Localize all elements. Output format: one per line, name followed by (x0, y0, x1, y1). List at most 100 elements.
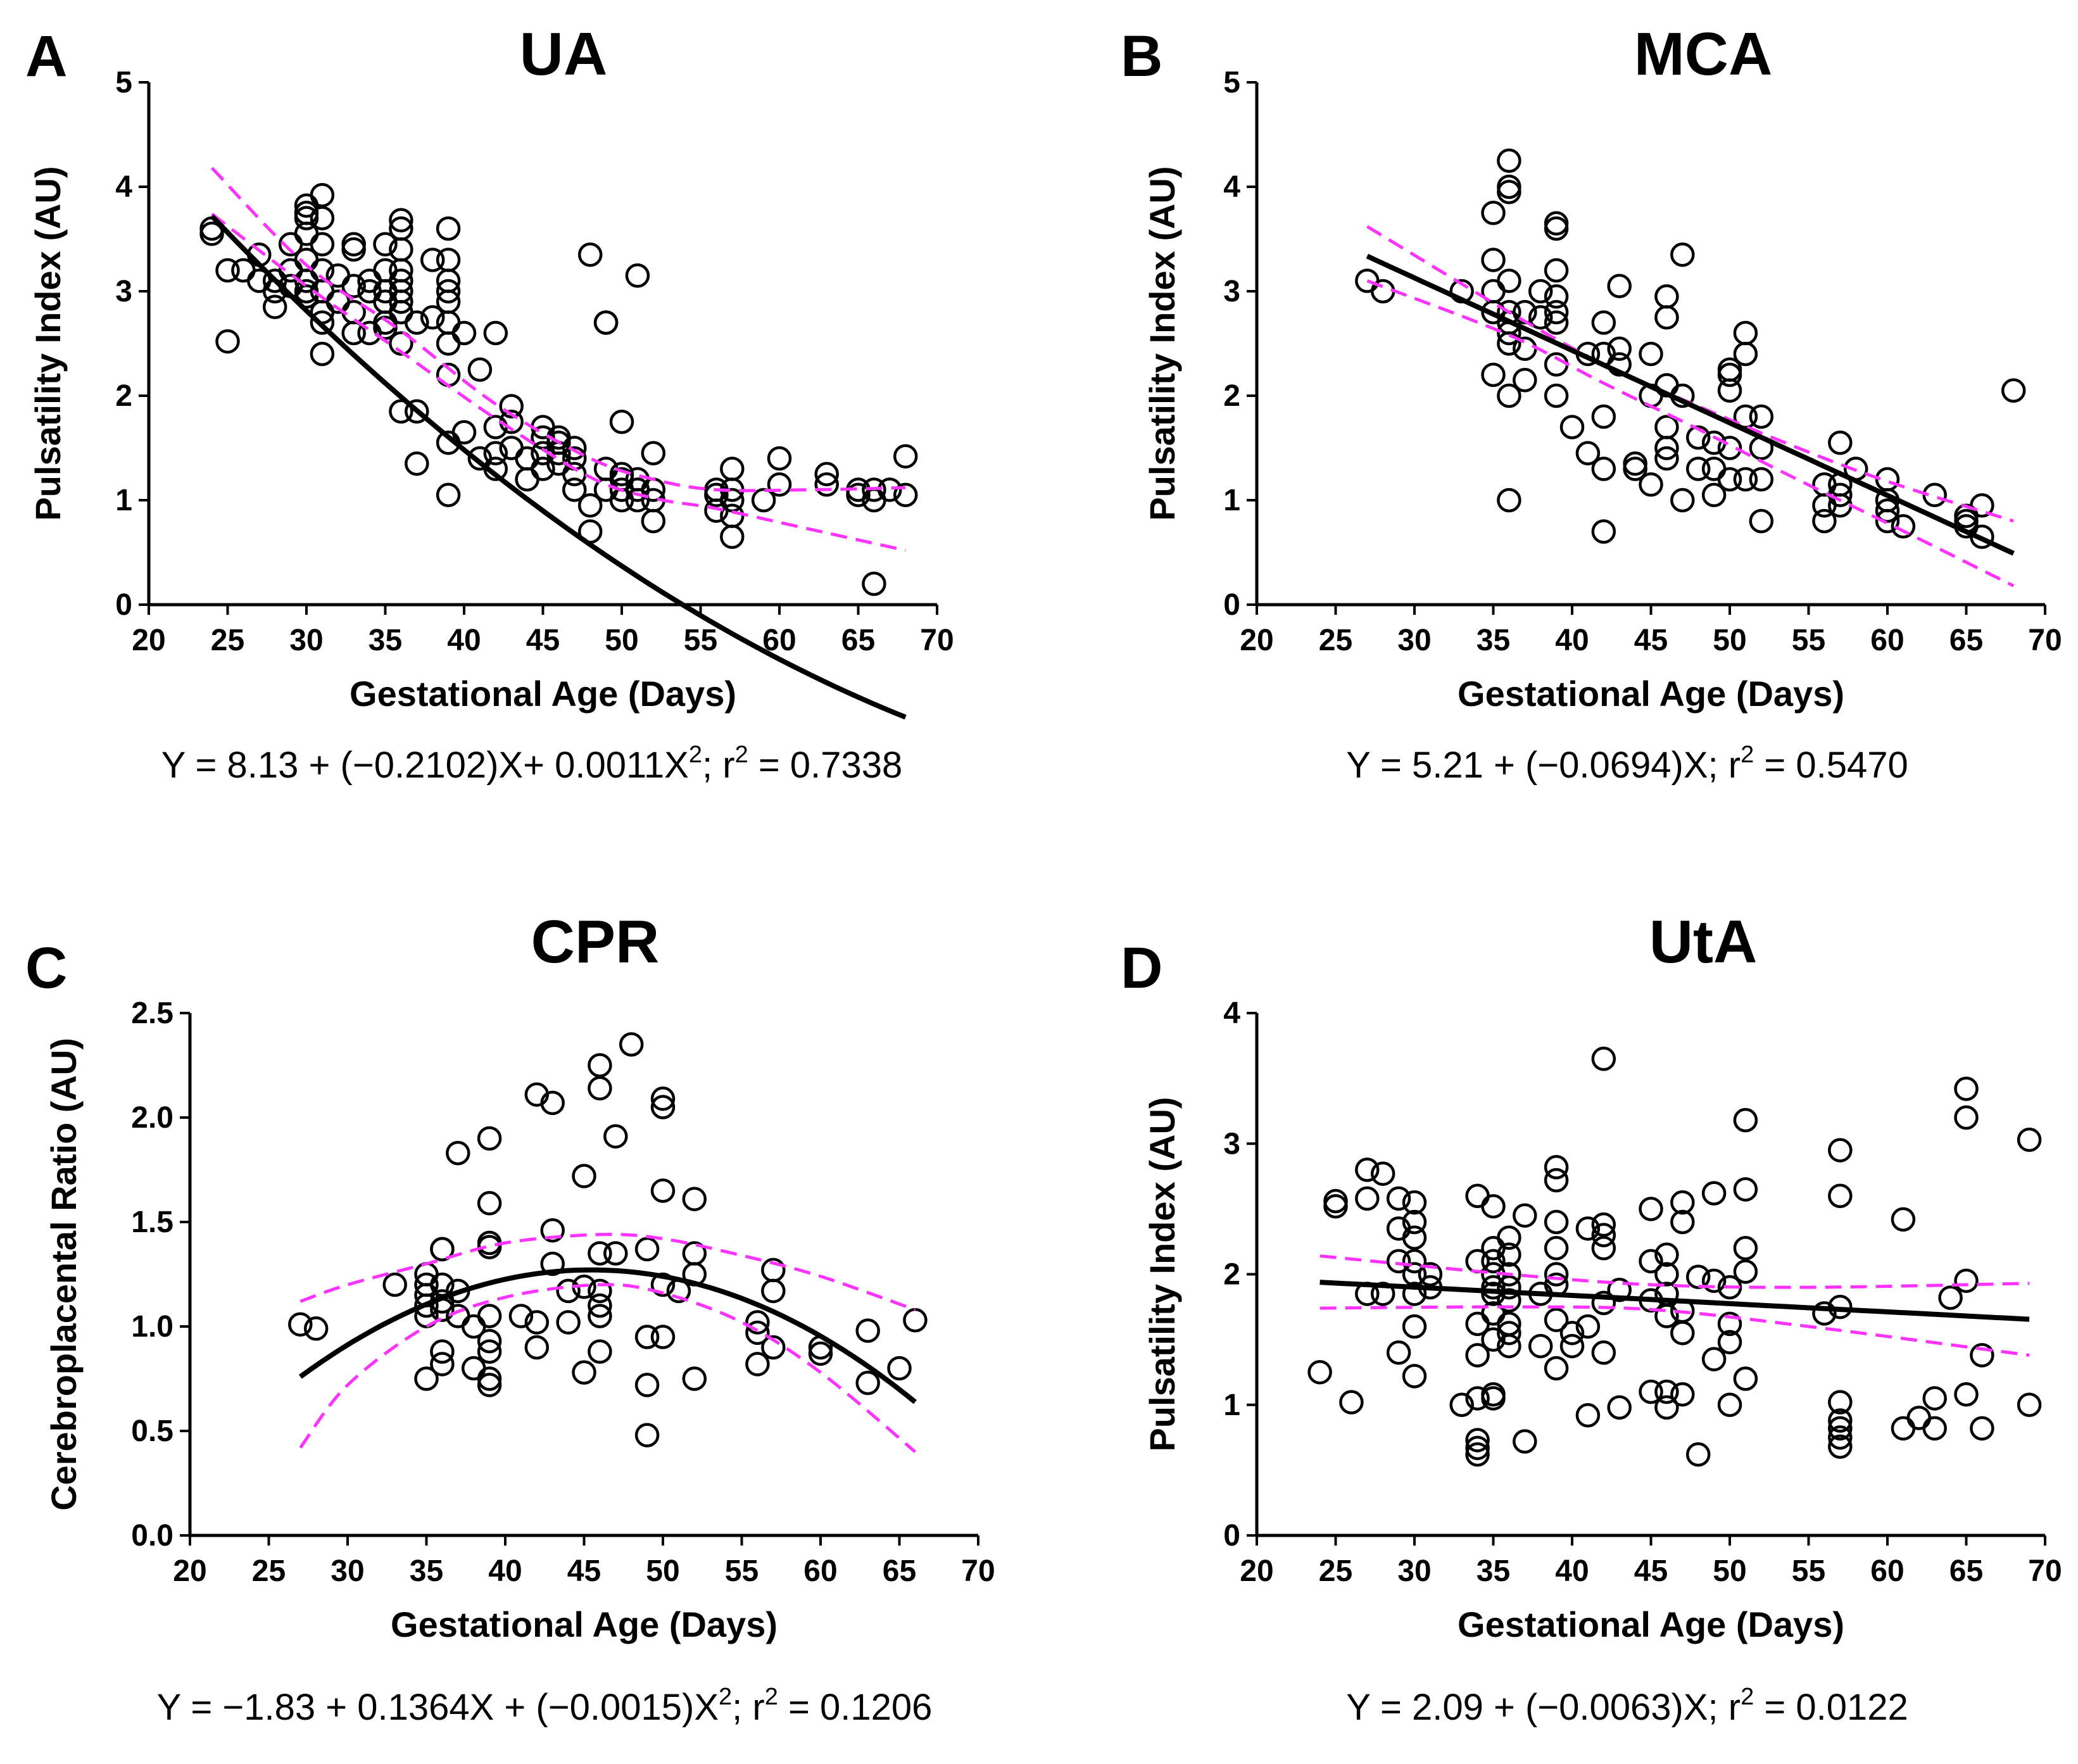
data-point (761, 1335, 786, 1360)
fit-equation: Y = 8.13 + (−0.2102)X+ 0.0011X2; r2 = 0.… (161, 741, 902, 786)
data-point (1449, 1392, 1474, 1417)
y-tick-label: 4 (1223, 170, 1240, 204)
data-point (1323, 1194, 1348, 1219)
data-point (593, 310, 619, 335)
x-tick-label: 20 (1240, 624, 1273, 657)
y-tick-label: 1 (115, 484, 132, 517)
data-point (262, 294, 287, 319)
data-point (477, 1191, 502, 1216)
data-point (893, 482, 918, 507)
data-point (1654, 305, 1679, 330)
data-point (389, 208, 413, 233)
data-point (751, 488, 776, 513)
data-point (1670, 1190, 1695, 1215)
data-point (634, 1237, 660, 1262)
data-point (1828, 1434, 1853, 1459)
x-tick-label: 35 (1477, 1554, 1510, 1588)
data-point (1654, 1262, 1679, 1287)
data-point (1607, 1278, 1632, 1302)
data-point (540, 1251, 565, 1276)
data-point (483, 441, 508, 465)
data-point (650, 1178, 676, 1203)
data-point (814, 472, 839, 497)
data-point (1465, 1428, 1490, 1452)
data-point (1544, 1356, 1569, 1381)
data-point (1607, 274, 1632, 298)
data-point (1591, 1236, 1616, 1261)
data-point (556, 1310, 581, 1335)
ci-upper-line (210, 167, 906, 493)
data-point (1355, 1157, 1380, 1182)
data-point (477, 1126, 502, 1151)
x-tick-label: 45 (567, 1554, 601, 1588)
data-point (1465, 1343, 1490, 1368)
data-point (572, 1164, 596, 1188)
data-point (1323, 1188, 1348, 1214)
y-tick-label: 3 (1223, 1127, 1240, 1161)
data-point (1402, 1190, 1427, 1215)
x-tick-label: 30 (1397, 1554, 1431, 1588)
data-point (1559, 1321, 1585, 1345)
data-point (682, 1241, 707, 1266)
x-tick-label: 65 (1949, 624, 1983, 657)
data-point (1685, 1442, 1711, 1467)
data-point (1891, 1207, 1916, 1232)
data-point (1497, 1275, 1521, 1300)
data-point (556, 1278, 581, 1304)
data-point (1386, 1249, 1411, 1274)
data-point (1954, 1105, 1979, 1130)
data-point (745, 1352, 770, 1377)
data-point (862, 571, 886, 596)
x-tick-label: 45 (1634, 624, 1668, 657)
data-point (1749, 404, 1774, 429)
data-point (389, 399, 413, 424)
x-tick-label: 55 (725, 1554, 759, 1588)
data-point (1544, 1209, 1569, 1235)
data-point (1733, 1259, 1758, 1284)
data-point (562, 436, 587, 460)
data-point (1639, 1249, 1663, 1274)
y-axis-label: Pulsatility Index (AU) (1142, 1097, 1182, 1451)
x-axis-label: Gestational Age (Days) (1458, 1604, 1844, 1644)
data-point (634, 1423, 660, 1447)
data-point (477, 1373, 502, 1397)
data-point (540, 1090, 565, 1116)
data-point (650, 1325, 676, 1349)
panel-title: UA (520, 20, 608, 88)
data-point (562, 477, 587, 502)
data-point (588, 1076, 612, 1101)
data-point (373, 310, 398, 335)
data-point (588, 1241, 612, 1266)
data-point (1701, 1181, 1727, 1206)
y-tick-label: 1 (1223, 1389, 1240, 1422)
data-point (1544, 383, 1569, 408)
ci-upper-line (1319, 1254, 2030, 1289)
y-tick-label: 4 (115, 170, 132, 204)
panel-letter: D (1121, 936, 1162, 1000)
data-point (1481, 1249, 1506, 1274)
data-point (1701, 482, 1727, 507)
data-point (1575, 441, 1601, 465)
y-tick-label: 0 (1223, 1519, 1240, 1553)
data-point (303, 1316, 329, 1341)
y-tick-label: 0.0 (131, 1519, 173, 1553)
data-point (405, 399, 429, 424)
fit-line (1319, 1280, 2030, 1322)
data-point (1497, 1242, 1521, 1267)
data-point (1733, 320, 1758, 346)
data-point (1623, 451, 1647, 476)
data-point (1685, 1264, 1711, 1289)
data-point (1701, 457, 1727, 481)
data-point (603, 1241, 628, 1266)
data-point (903, 1307, 928, 1333)
data-point (436, 248, 461, 272)
y-tick-label: 2.0 (131, 1101, 173, 1135)
data-point (1513, 1429, 1537, 1454)
data-point (1481, 201, 1506, 225)
data-point (1670, 1209, 1695, 1235)
x-tick-label: 50 (1713, 624, 1746, 657)
data-point (893, 444, 918, 469)
data-point (1497, 268, 1521, 293)
data-point (1481, 248, 1506, 272)
